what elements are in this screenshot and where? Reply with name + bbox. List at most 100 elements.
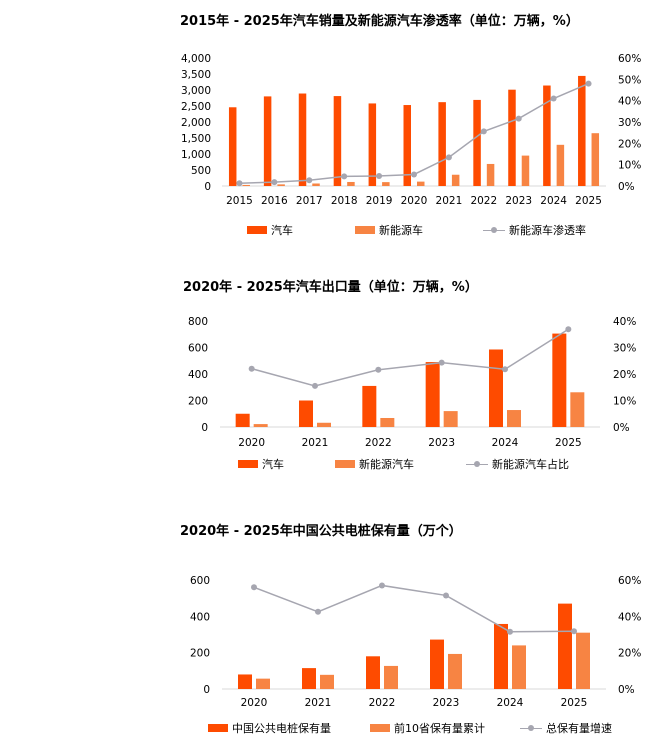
y2-tick-label: 30% [613, 343, 636, 355]
bar-secondary [320, 674, 334, 689]
legend-label: 中国公共电桩保有量 [232, 722, 331, 735]
y-tick-label: 200 [190, 648, 210, 660]
legend-label: 前10省保有量累计 [394, 722, 485, 735]
bar-primary [228, 107, 237, 186]
line-point [341, 173, 348, 180]
bar-secondary [443, 411, 458, 427]
y2-tick-label: 0% [618, 684, 635, 696]
bar-secondary [591, 133, 600, 186]
x-tick-label: 2024 [497, 697, 524, 709]
y2-tick-label: 0% [618, 181, 635, 193]
bar-primary [489, 349, 503, 427]
y2-tick-label: 40% [618, 96, 641, 108]
bar-primary [543, 85, 551, 186]
legend-swatch [520, 724, 542, 732]
bar-primary [302, 668, 316, 689]
y2-tick-label: 20% [613, 369, 636, 381]
legend-item: 新能源汽车 [335, 456, 414, 472]
line-point [502, 366, 508, 373]
line-point [571, 628, 577, 635]
bar-secondary [451, 174, 460, 186]
x-tick-label: 2025 [575, 195, 602, 207]
bar-primary [430, 639, 444, 689]
x-tick-label: 2017 [296, 195, 323, 207]
line-point [585, 80, 592, 87]
chart-svg: 0 200 400 600 0% 20% 40% 60% 2020 2021 2022 2023 202… [190, 575, 641, 709]
x-tick-label: 2015 [226, 195, 253, 207]
y-tick-label: 800 [188, 316, 208, 328]
y-tick-label: 1,000 [181, 149, 211, 161]
bar-secondary [417, 181, 425, 186]
bar-primary [403, 105, 411, 186]
y-tick-label: 2,000 [181, 117, 211, 129]
legend-item: 总保有量增速 [520, 720, 612, 736]
bar-secondary [317, 422, 331, 427]
bar-primary [333, 96, 342, 186]
bar-secondary [384, 665, 398, 689]
bar-secondary [521, 155, 530, 186]
legend-label: 新能源汽车 [359, 458, 414, 471]
y2-tick-label: 0% [613, 422, 630, 434]
x-tick-label: 2020 [241, 697, 268, 709]
line-point [271, 179, 278, 186]
line-point [550, 95, 557, 102]
bar-primary [368, 103, 377, 186]
bar-secondary [312, 183, 320, 186]
legend-item: 新能源车渗透率 [483, 222, 586, 238]
series-line [253, 584, 575, 633]
legend-label: 新能源车渗透率 [509, 224, 586, 237]
y-tick-label: 1,500 [181, 133, 211, 145]
bar-primary [552, 333, 567, 427]
bar-secondary [570, 392, 585, 427]
bar-primary [578, 75, 586, 186]
legend-item: 新能源汽车占比 [466, 456, 569, 472]
line-point [438, 359, 445, 366]
series-line [239, 82, 589, 184]
bar-primary [494, 623, 508, 689]
line-point [375, 366, 382, 373]
x-tick-label: 2024 [540, 195, 567, 207]
line-point [443, 592, 449, 599]
line-point [507, 628, 513, 635]
line-point [248, 365, 255, 372]
chart-title: 2020年 - 2025年汽车出口量（单位：万辆，%） [183, 280, 478, 295]
legend-swatch [208, 724, 228, 732]
line-point [515, 115, 522, 122]
x-tick-label: 2023 [433, 697, 460, 709]
bar-secondary [556, 144, 565, 186]
y-tick-label: 600 [190, 575, 210, 587]
x-tick-label: 2021 [305, 697, 332, 709]
bar-secondary [576, 632, 590, 689]
y2-tick-label: 20% [618, 648, 641, 660]
x-tick-label: 2025 [555, 437, 582, 449]
line-point [565, 326, 572, 333]
y-tick-label: 400 [188, 369, 208, 381]
y2-tick-label: 10% [618, 160, 641, 172]
y-tick-label: 200 [188, 396, 208, 408]
chart-title: 2015年 - 2025年汽车销量及新能源汽车渗透率（单位：万辆，%） [180, 14, 579, 29]
legend-label: 汽车 [271, 224, 293, 237]
legend-swatch [370, 724, 390, 732]
chart-title: 2020年 - 2025年中国公共电桩保有量（万个） [180, 524, 462, 539]
y-tick-label: 4,000 [181, 53, 211, 65]
bar-secondary [256, 678, 270, 689]
legend-label: 汽车 [262, 458, 284, 471]
bar-primary [438, 102, 446, 186]
line-point [236, 180, 243, 187]
y2-tick-label: 20% [618, 138, 641, 150]
x-tick-label: 2021 [302, 437, 329, 449]
y-tick-label: 400 [190, 611, 210, 623]
y2-tick-label: 60% [618, 53, 641, 65]
bar-primary [235, 413, 250, 427]
legend-item: 汽车 [238, 456, 284, 472]
bar-secondary [486, 163, 495, 186]
legend-label: 新能源车 [379, 224, 423, 237]
y-tick-label: 0 [203, 684, 210, 696]
x-tick-label: 2023 [428, 437, 455, 449]
line-point [315, 608, 321, 615]
x-tick-label: 2020 [401, 195, 428, 207]
series-line [251, 328, 569, 387]
line-point [376, 172, 383, 179]
y-tick-label: 2,500 [181, 101, 211, 113]
chart-svg: 0 500 1,000 1,500 2,000 2,500 3,000 3,500 4,000 0… [181, 53, 641, 207]
